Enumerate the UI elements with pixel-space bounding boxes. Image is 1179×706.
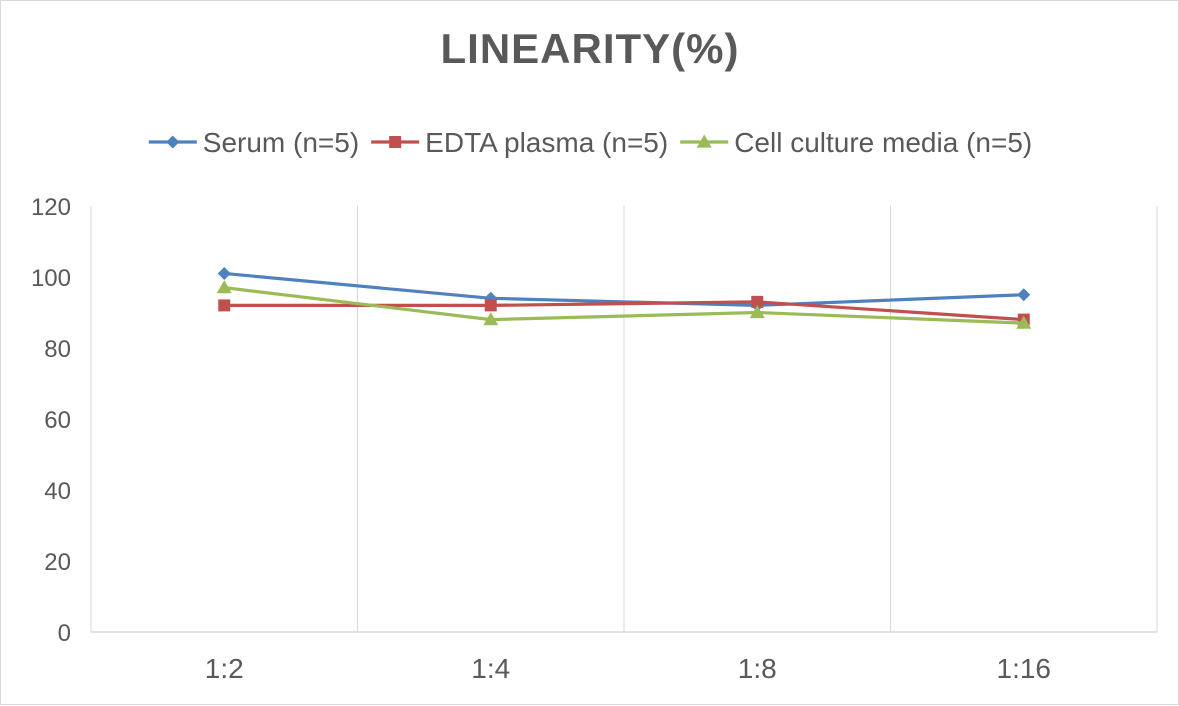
x-tick-label: 1:16: [997, 653, 1052, 684]
x-axis-ticks: 1:2 1:4 1:8 1:16: [205, 653, 1051, 684]
y-tick-label: 120: [31, 194, 71, 221]
y-tick-label: 60: [44, 407, 71, 434]
data-point: [218, 299, 231, 312]
x-tick-label: 1:8: [738, 653, 777, 684]
data-point: [749, 305, 765, 319]
legend-item: Cell culture media (n=5): [680, 127, 1032, 158]
y-axis-ticks: 0 20 40 60 80 100 120: [31, 194, 71, 647]
y-tick-label: 40: [44, 478, 71, 505]
series-line: [222, 286, 1026, 325]
data-point: [483, 312, 499, 326]
y-tick-label: 20: [44, 549, 71, 576]
x-tick-label: 1:2: [205, 653, 244, 684]
x-tick-label: 1:4: [471, 653, 510, 684]
series-2: [218, 295, 1030, 326]
data-point: [751, 295, 764, 308]
chart-title: LINEARITY(%): [441, 25, 740, 72]
legend-item: EDTA plasma (n=5): [371, 127, 668, 158]
series-line: [222, 271, 1026, 307]
legend-marker: [389, 136, 402, 148]
data-point: [217, 266, 231, 280]
legend-item: Serum (n=5): [148, 127, 359, 158]
legend-label: Serum (n=5): [203, 127, 359, 158]
legend-label: EDTA plasma (n=5): [425, 127, 668, 158]
legend-marker: [166, 135, 180, 149]
data-point: [484, 299, 497, 312]
gridlines: [90, 206, 1158, 632]
data-point: [1017, 288, 1031, 302]
data-point: [216, 280, 232, 294]
y-tick-label: 0: [58, 620, 71, 647]
y-tick-label: 100: [31, 265, 71, 292]
series-3: [216, 280, 1032, 329]
series-line: [222, 300, 1026, 322]
y-tick-label: 80: [44, 336, 71, 363]
legend-marker: [696, 134, 712, 148]
series-layer: [216, 266, 1032, 329]
data-point: [1016, 315, 1032, 329]
legend-label: Cell culture media (n=5): [734, 127, 1032, 158]
chart-legend: Serum (n=5) EDTA plasma (n=5) Cell culture…: [148, 127, 1032, 158]
